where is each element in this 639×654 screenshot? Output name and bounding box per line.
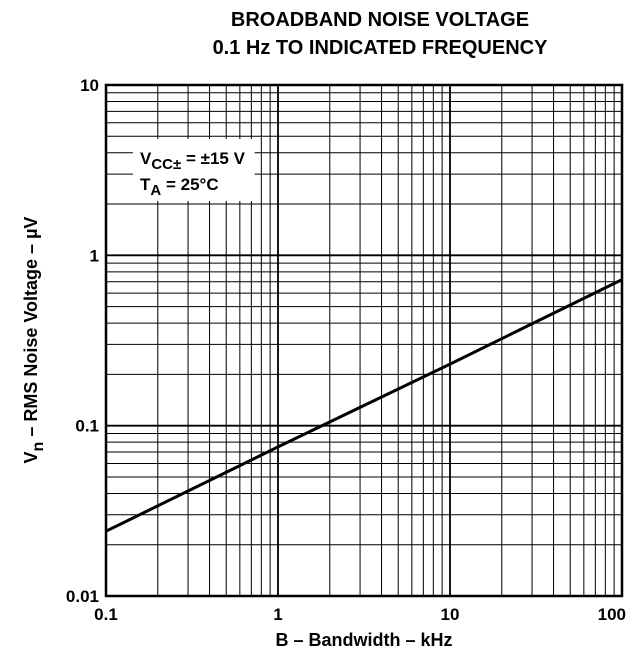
annotation-vcc: VCC± = ±15 V [140,149,246,173]
x-axis-label: B – Bandwidth – kHz [275,630,452,650]
y-axis-label: Vn – RMS Noise Voltage – µV [21,217,47,464]
series-layer [105,278,623,533]
x-tick-label: 0.1 [94,605,118,624]
y-tick-label: 10 [80,76,99,95]
y-tick-label: 0.1 [75,417,99,436]
noise-voltage-line [105,278,623,533]
y-tick-label: 0.01 [66,587,99,606]
y-tick-labels: 0.01 0.1 1 10 [66,76,99,606]
y-tick-label: 1 [90,246,99,265]
annotation-box [133,139,255,201]
chart-title: BROADBAND NOISE VOLTAGE [231,9,529,31]
x-tick-label: 10 [441,605,460,624]
plot-frame [104,83,624,598]
annotation-ta: TA = 25°C [140,175,219,199]
chart-subtitle: 0.1 Hz TO INDICATED FREQUENCY [213,37,549,59]
x-tick-label: 1 [273,605,282,624]
x-tick-label: 100 [598,605,626,624]
x-tick-labels: 0.1 1 10 100 [94,605,626,624]
